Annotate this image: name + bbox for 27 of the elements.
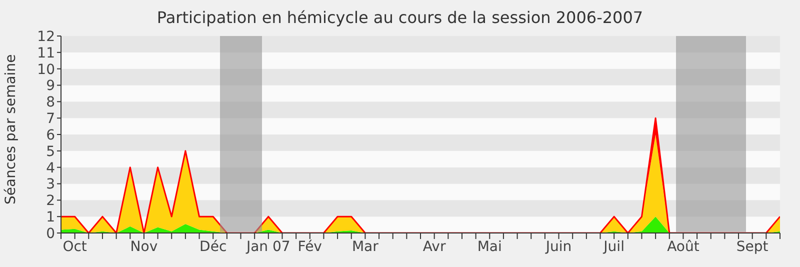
x-tick-label: Déc	[200, 238, 227, 255]
x-tick-label: Fév	[298, 238, 322, 255]
y-tick-label: 11	[37, 45, 55, 62]
x-tick-label: Juin	[544, 238, 572, 255]
x-tick-label: Oct	[62, 238, 88, 255]
x-tick-label: Avr	[422, 238, 446, 255]
y-tick-label: 0	[46, 226, 55, 242]
x-tick-label: Jan 07	[245, 238, 290, 255]
y-tick-label: 2	[46, 193, 55, 210]
y-tick-label: 3	[46, 176, 55, 193]
y-tick-label: 9	[46, 78, 55, 94]
x-tick-label: Nov	[130, 238, 158, 255]
chart-title: Participation en hémicycle au cours de la session 2006-2007	[156, 8, 644, 27]
y-tick-label: 1	[46, 210, 55, 226]
y-axis-title: Séances par semaine	[2, 54, 19, 204]
y-tick-label: 7	[46, 111, 55, 128]
x-tick-label: Mai	[477, 238, 502, 255]
y-tick-label: 4	[46, 160, 56, 176]
x-tick-label: Juil	[602, 238, 624, 255]
y-tick-label: 12	[37, 28, 55, 45]
y-tick-label: 8	[46, 94, 55, 111]
y-tick-label: 6	[46, 127, 56, 144]
x-tick-label: Août	[667, 238, 700, 255]
x-tick-label: Mar	[352, 238, 379, 255]
x-tick-label: Sept	[736, 238, 769, 255]
y-tick-label: 10	[37, 62, 55, 78]
y-tick-label: 5	[46, 144, 55, 160]
